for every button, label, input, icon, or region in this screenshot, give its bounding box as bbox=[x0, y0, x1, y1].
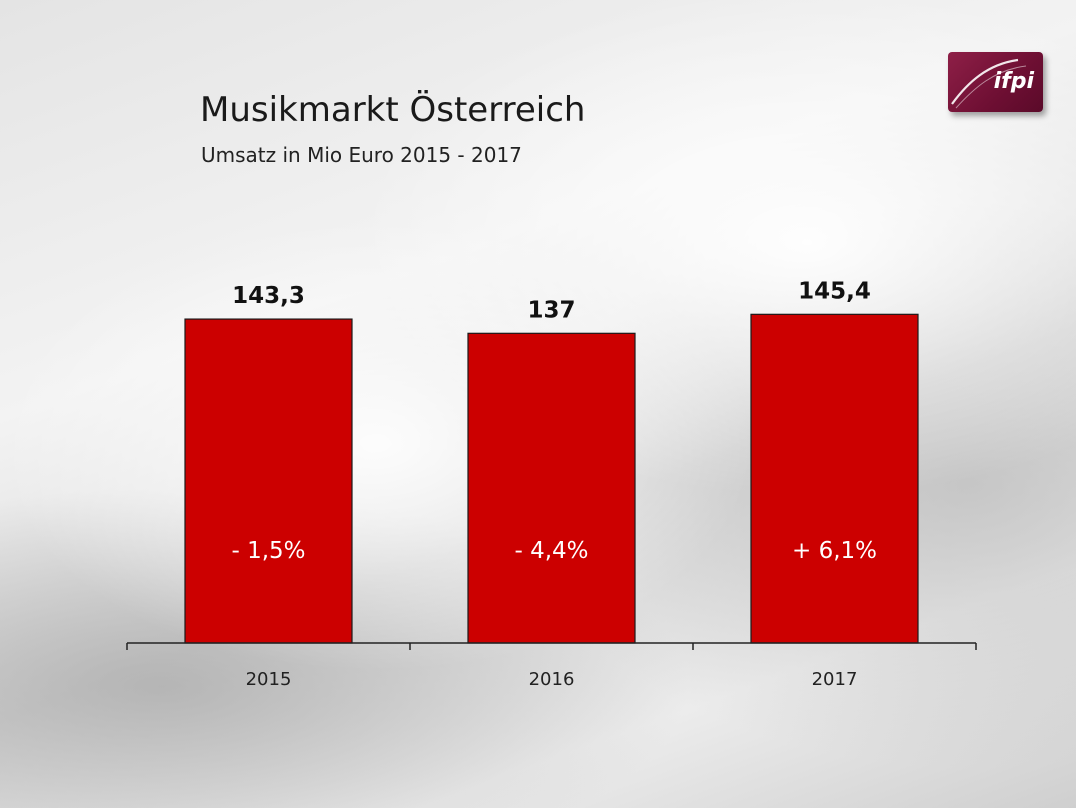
x-tick-label: 2017 bbox=[812, 669, 858, 690]
logo-text: ifpi bbox=[993, 69, 1034, 94]
bar-2015 bbox=[184, 318, 353, 644]
change-label: - 4,4% bbox=[514, 538, 588, 564]
value-label: 145,4 bbox=[798, 278, 871, 304]
ifpi-logo: ifpi bbox=[948, 52, 1043, 112]
page-subtitle: Umsatz in Mio Euro 2015 - 2017 bbox=[201, 143, 522, 167]
page-title: Musikmarkt Österreich bbox=[200, 90, 586, 130]
x-tick-label: 2016 bbox=[529, 669, 575, 690]
bar-2017 bbox=[750, 313, 919, 644]
x-tick-label: 2015 bbox=[246, 669, 292, 690]
change-label: + 6,1% bbox=[792, 538, 877, 564]
change-label: - 1,5% bbox=[231, 538, 305, 564]
logo-swoosh-icon bbox=[951, 58, 1027, 109]
value-label: 137 bbox=[527, 297, 575, 323]
value-label: 143,3 bbox=[232, 283, 305, 309]
bar-2016 bbox=[467, 332, 636, 644]
